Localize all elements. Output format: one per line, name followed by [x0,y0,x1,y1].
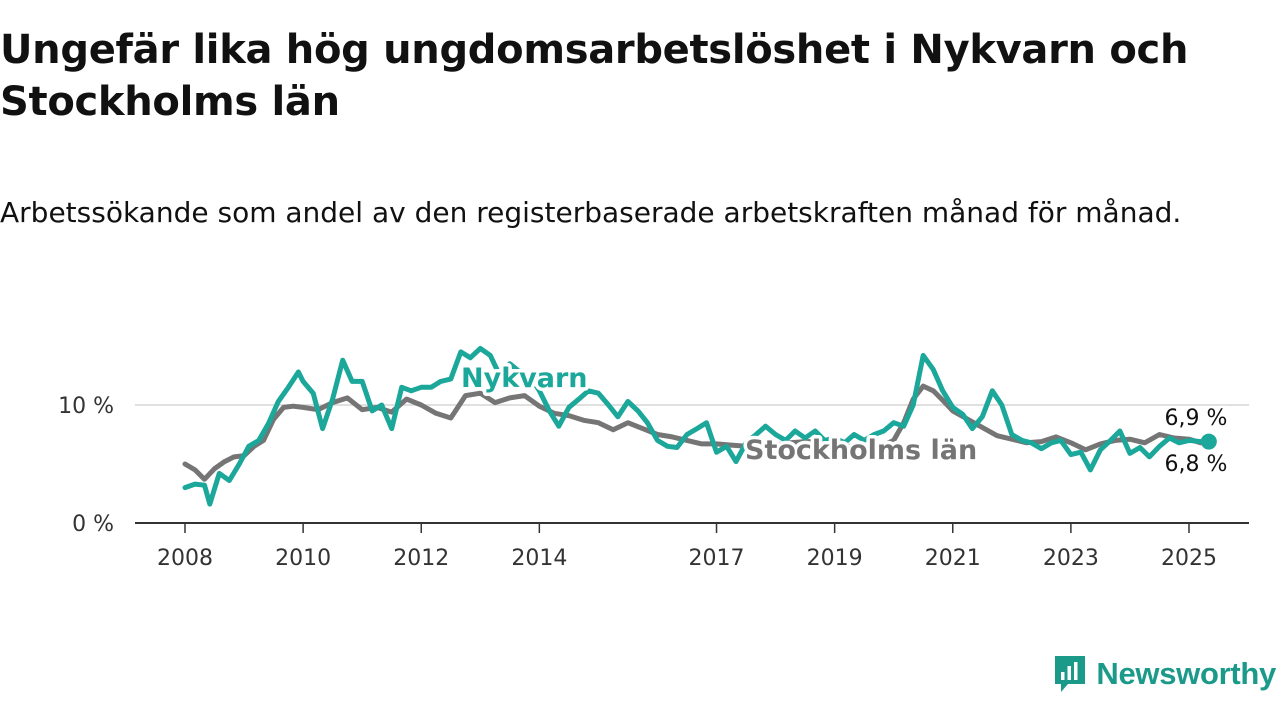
series-label-stockholms-lan: Stockholms län [745,435,977,466]
x-tick-label: 2014 [511,546,567,571]
end-label-nykvarn: 6,9 % [1165,406,1228,431]
x-tick-label: 2012 [393,546,449,571]
x-tick-label: 2010 [275,546,331,571]
y-tick-label: 0 % [72,512,114,537]
series-line-nykvarn [185,348,1201,504]
series-label-nykvarn: Nykvarn [461,363,588,394]
axes: 0 % 10 % 2008 2010 2012 2014 2017 2019 2021 2023 2… [58,394,1249,571]
x-tick-label: 2019 [807,546,863,571]
line-chart: 0 % 10 % 2008 2010 2012 2014 2017 2019 2021 2023 2… [0,0,1280,720]
x-tick-label: 2017 [689,546,745,571]
x-tick-label: 2008 [157,546,213,571]
newsworthy-logo-icon [1052,654,1088,694]
brand-name: Newsworthy [1096,656,1276,692]
series-lines [185,348,1217,504]
nykvarn-end-point [1201,434,1217,450]
end-label-stockholms-lan: 6,8 % [1165,452,1228,477]
y-tick-label: 10 % [58,394,114,419]
newsworthy-logo: Newsworthy [1052,654,1276,694]
x-tick-label: 2021 [925,546,981,571]
x-tick-label: 2023 [1043,546,1099,571]
x-tick-label: 2025 [1161,546,1217,571]
